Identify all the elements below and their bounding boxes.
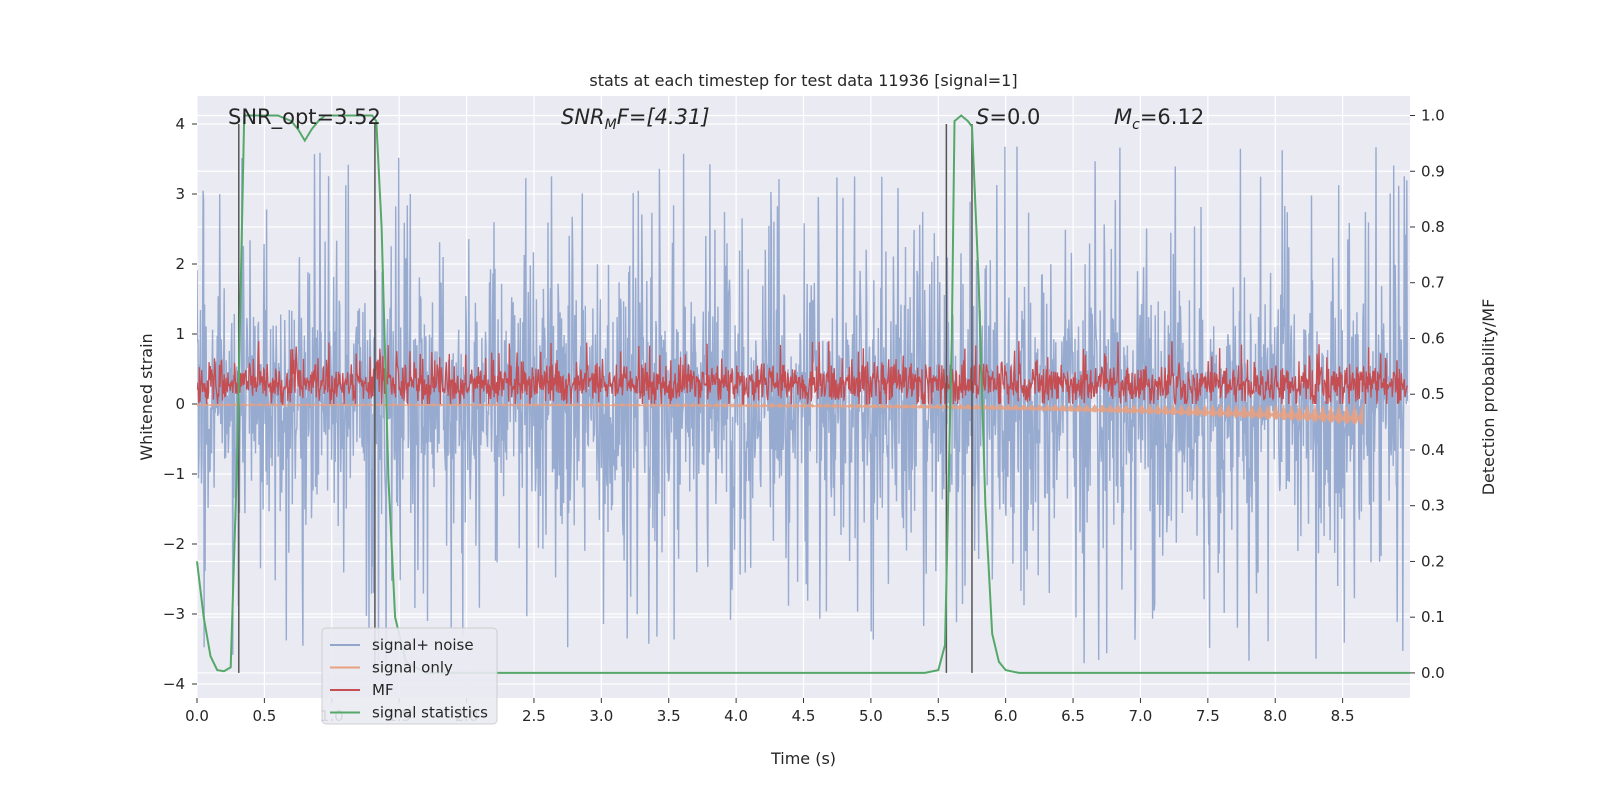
- y2-tick-label: 1.0: [1421, 107, 1445, 125]
- x-tick-label: 3.5: [657, 707, 681, 725]
- legend-label: signal statistics: [372, 704, 488, 722]
- axes: 0.00.51.01.52.02.53.03.54.04.55.05.56.06…: [163, 107, 1445, 725]
- annotation-snr-mf: SNRMF=[4.31]: [561, 105, 710, 133]
- y2-axis-label: Detection probability/MF: [1479, 299, 1498, 496]
- series-signal-noise: [197, 146, 1408, 664]
- snr-mf-main: SNR: [561, 105, 605, 129]
- y2-tick-label: 0.2: [1421, 552, 1445, 570]
- legend-label: signal only: [372, 659, 453, 677]
- series-signal-only: [197, 401, 1365, 425]
- y-tick-label: 0: [175, 395, 185, 413]
- y-tick-label: −4: [163, 675, 185, 693]
- mc-sub: c: [1132, 117, 1140, 133]
- x-tick-label: 2.5: [522, 707, 546, 725]
- x-tick-label: 5.0: [859, 707, 883, 725]
- y2-tick-label: 0.7: [1421, 274, 1445, 292]
- annotation-mc: Mc=6.12: [1114, 105, 1204, 133]
- series-line-signal-noise: [197, 146, 1408, 664]
- mc-main: M: [1114, 105, 1132, 129]
- legend-label: signal+ noise: [372, 636, 474, 654]
- y-tick-label: 3: [175, 185, 185, 203]
- x-tick-label: 3.0: [589, 707, 613, 725]
- y2-tick-label: 0.0: [1421, 664, 1445, 682]
- mc-rest: =6.12: [1140, 105, 1204, 129]
- snr-mf-rest: F=[4.31]: [617, 105, 710, 129]
- annotation-s: S=0.0: [976, 105, 1040, 129]
- y-tick-label: −1: [163, 465, 185, 483]
- y2-tick-label: 0.1: [1421, 608, 1445, 626]
- snr-mf-sub: M: [605, 117, 617, 133]
- s-rest: =0.0: [989, 105, 1040, 129]
- s-main: S: [976, 105, 989, 129]
- series-line-mf: [197, 341, 1408, 405]
- series-line-signal-statistics: [196, 114, 1410, 674]
- legend: signal+ noise signal only MF signal statist…: [321, 627, 498, 725]
- y2-tick-label: 0.9: [1421, 162, 1445, 180]
- x-tick-label: 6.5: [1061, 707, 1085, 725]
- legend-box: [321, 627, 498, 725]
- y2-tick-label: 0.4: [1421, 441, 1445, 459]
- chart-title: stats at each timestep for test data 119…: [589, 71, 1017, 90]
- x-tick-label: 0.0: [185, 707, 209, 725]
- y-tick-label: −2: [163, 535, 185, 553]
- y-tick-label: 2: [175, 255, 185, 273]
- annotation-snr-opt: SNR_opt=3.52: [228, 105, 381, 130]
- x-tick-label: 8.5: [1331, 707, 1355, 725]
- y2-tick-label: 0.8: [1421, 218, 1445, 236]
- y-axis-label: Whitened strain: [137, 333, 156, 460]
- y-tick-label: 4: [175, 115, 185, 133]
- x-tick-label: 4.0: [724, 707, 748, 725]
- y2-tick-label: 0.3: [1421, 497, 1445, 515]
- x-tick-label: 7.5: [1196, 707, 1220, 725]
- legend-label: MF: [372, 681, 394, 699]
- x-tick-label: 8.0: [1263, 707, 1287, 725]
- x-tick-label: 6.0: [994, 707, 1018, 725]
- y2-tick-label: 0.5: [1421, 385, 1445, 403]
- x-tick-label: 5.5: [926, 707, 950, 725]
- series-signal-statistics: [196, 114, 1410, 674]
- series-mf: [197, 341, 1408, 405]
- x-tick-label: 7.0: [1129, 707, 1153, 725]
- x-axis-label: Time (s): [770, 749, 836, 768]
- x-tick-label: 0.5: [252, 707, 276, 725]
- series-line-signal-only: [197, 401, 1365, 425]
- y2-tick-label: 0.6: [1421, 329, 1445, 347]
- y-tick-label: 1: [175, 325, 185, 343]
- x-tick-label: 4.5: [792, 707, 816, 725]
- y-tick-label: −3: [163, 605, 185, 623]
